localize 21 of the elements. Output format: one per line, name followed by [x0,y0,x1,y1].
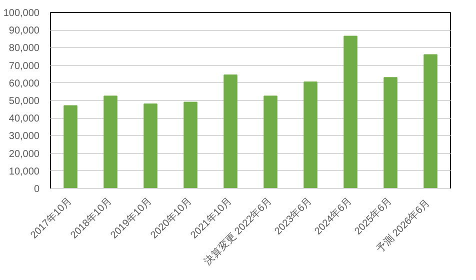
bar [264,96,278,188]
y-tick-label: 60,000 [8,78,40,90]
y-tick-label: 40,000 [8,114,40,125]
bar [104,96,118,188]
bar [224,74,238,188]
y-tick-label: 10,000 [8,166,40,178]
y-tick-label: 80,000 [8,43,40,54]
y-tick-label: 100,000 [3,8,40,19]
y-tick-label: 90,000 [8,26,40,37]
y-tick-label: 0 [34,184,40,195]
bar [344,36,358,188]
bar [304,82,318,188]
y-tick-label: 50,000 [8,96,40,107]
bar [144,104,158,188]
bar [424,54,438,188]
y-tick-label: 30,000 [8,131,40,142]
bar [384,77,398,188]
bar [184,102,198,188]
bar [64,105,78,188]
y-tick-label: 70,000 [8,60,40,72]
y-tick-label: 20,000 [8,148,40,160]
